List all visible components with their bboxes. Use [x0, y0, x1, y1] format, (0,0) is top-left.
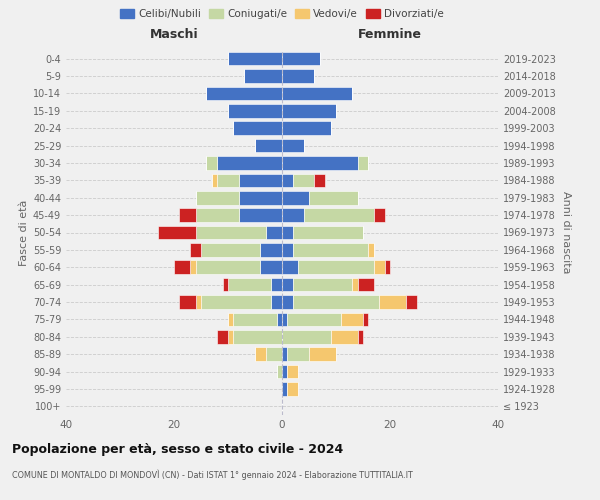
- Y-axis label: Fasce di età: Fasce di età: [19, 200, 29, 266]
- Bar: [228, 52, 282, 66]
- Bar: [228, 104, 282, 118]
- Bar: [358, 156, 368, 170]
- Bar: [239, 191, 282, 204]
- Bar: [228, 278, 271, 291]
- Bar: [196, 260, 260, 274]
- Bar: [282, 382, 287, 396]
- Bar: [196, 208, 239, 222]
- Bar: [314, 174, 325, 187]
- Bar: [201, 295, 271, 309]
- Bar: [282, 312, 287, 326]
- Bar: [282, 226, 293, 239]
- Bar: [271, 295, 282, 309]
- Bar: [233, 312, 277, 326]
- Bar: [282, 191, 309, 204]
- Bar: [179, 295, 196, 309]
- Bar: [223, 278, 228, 291]
- Bar: [174, 260, 190, 274]
- Bar: [190, 260, 196, 274]
- Y-axis label: Anni di nascita: Anni di nascita: [561, 191, 571, 274]
- Bar: [282, 122, 331, 135]
- Bar: [244, 70, 282, 83]
- Bar: [228, 312, 233, 326]
- Bar: [287, 382, 298, 396]
- Bar: [331, 330, 358, 344]
- Bar: [282, 278, 293, 291]
- Bar: [239, 174, 282, 187]
- Bar: [196, 226, 266, 239]
- Bar: [228, 330, 233, 344]
- Bar: [266, 226, 282, 239]
- Bar: [293, 278, 352, 291]
- Bar: [368, 243, 374, 256]
- Bar: [282, 365, 287, 378]
- Bar: [293, 243, 368, 256]
- Bar: [363, 312, 368, 326]
- Bar: [282, 208, 304, 222]
- Bar: [287, 365, 298, 378]
- Bar: [217, 156, 282, 170]
- Bar: [293, 226, 363, 239]
- Text: Popolazione per età, sesso e stato civile - 2024: Popolazione per età, sesso e stato civil…: [12, 442, 343, 456]
- Bar: [309, 191, 358, 204]
- Bar: [282, 330, 331, 344]
- Bar: [374, 260, 385, 274]
- Bar: [293, 174, 314, 187]
- Bar: [304, 208, 374, 222]
- Bar: [196, 295, 201, 309]
- Bar: [298, 260, 374, 274]
- Bar: [260, 260, 282, 274]
- Bar: [379, 295, 406, 309]
- Bar: [266, 348, 282, 361]
- Bar: [374, 208, 385, 222]
- Bar: [282, 174, 293, 187]
- Bar: [287, 312, 341, 326]
- Bar: [352, 278, 358, 291]
- Bar: [206, 86, 282, 100]
- Bar: [271, 278, 282, 291]
- Bar: [282, 104, 336, 118]
- Bar: [196, 191, 239, 204]
- Bar: [287, 348, 309, 361]
- Bar: [385, 260, 390, 274]
- Bar: [282, 86, 352, 100]
- Bar: [282, 139, 304, 152]
- Bar: [201, 243, 260, 256]
- Bar: [282, 260, 298, 274]
- Bar: [158, 226, 196, 239]
- Bar: [358, 330, 363, 344]
- Bar: [206, 156, 217, 170]
- Bar: [217, 174, 239, 187]
- Bar: [358, 278, 374, 291]
- Text: Maschi: Maschi: [149, 28, 199, 41]
- Text: Femmine: Femmine: [358, 28, 422, 41]
- Bar: [282, 348, 287, 361]
- Bar: [282, 243, 293, 256]
- Bar: [255, 348, 266, 361]
- Bar: [282, 52, 320, 66]
- Bar: [179, 208, 196, 222]
- Bar: [255, 139, 282, 152]
- Bar: [341, 312, 363, 326]
- Bar: [190, 243, 201, 256]
- Bar: [277, 312, 282, 326]
- Bar: [217, 330, 228, 344]
- Bar: [277, 365, 282, 378]
- Bar: [233, 330, 282, 344]
- Bar: [293, 295, 379, 309]
- Bar: [282, 70, 314, 83]
- Bar: [260, 243, 282, 256]
- Bar: [282, 295, 293, 309]
- Bar: [212, 174, 217, 187]
- Bar: [282, 156, 358, 170]
- Legend: Celibi/Nubili, Coniugati/e, Vedovi/e, Divorziati/e: Celibi/Nubili, Coniugati/e, Vedovi/e, Di…: [116, 5, 448, 24]
- Bar: [309, 348, 336, 361]
- Bar: [406, 295, 417, 309]
- Text: COMUNE DI MONTALDO DI MONDOVÌ (CN) - Dati ISTAT 1° gennaio 2024 - Elaborazione T: COMUNE DI MONTALDO DI MONDOVÌ (CN) - Dat…: [12, 470, 413, 480]
- Bar: [239, 208, 282, 222]
- Bar: [233, 122, 282, 135]
